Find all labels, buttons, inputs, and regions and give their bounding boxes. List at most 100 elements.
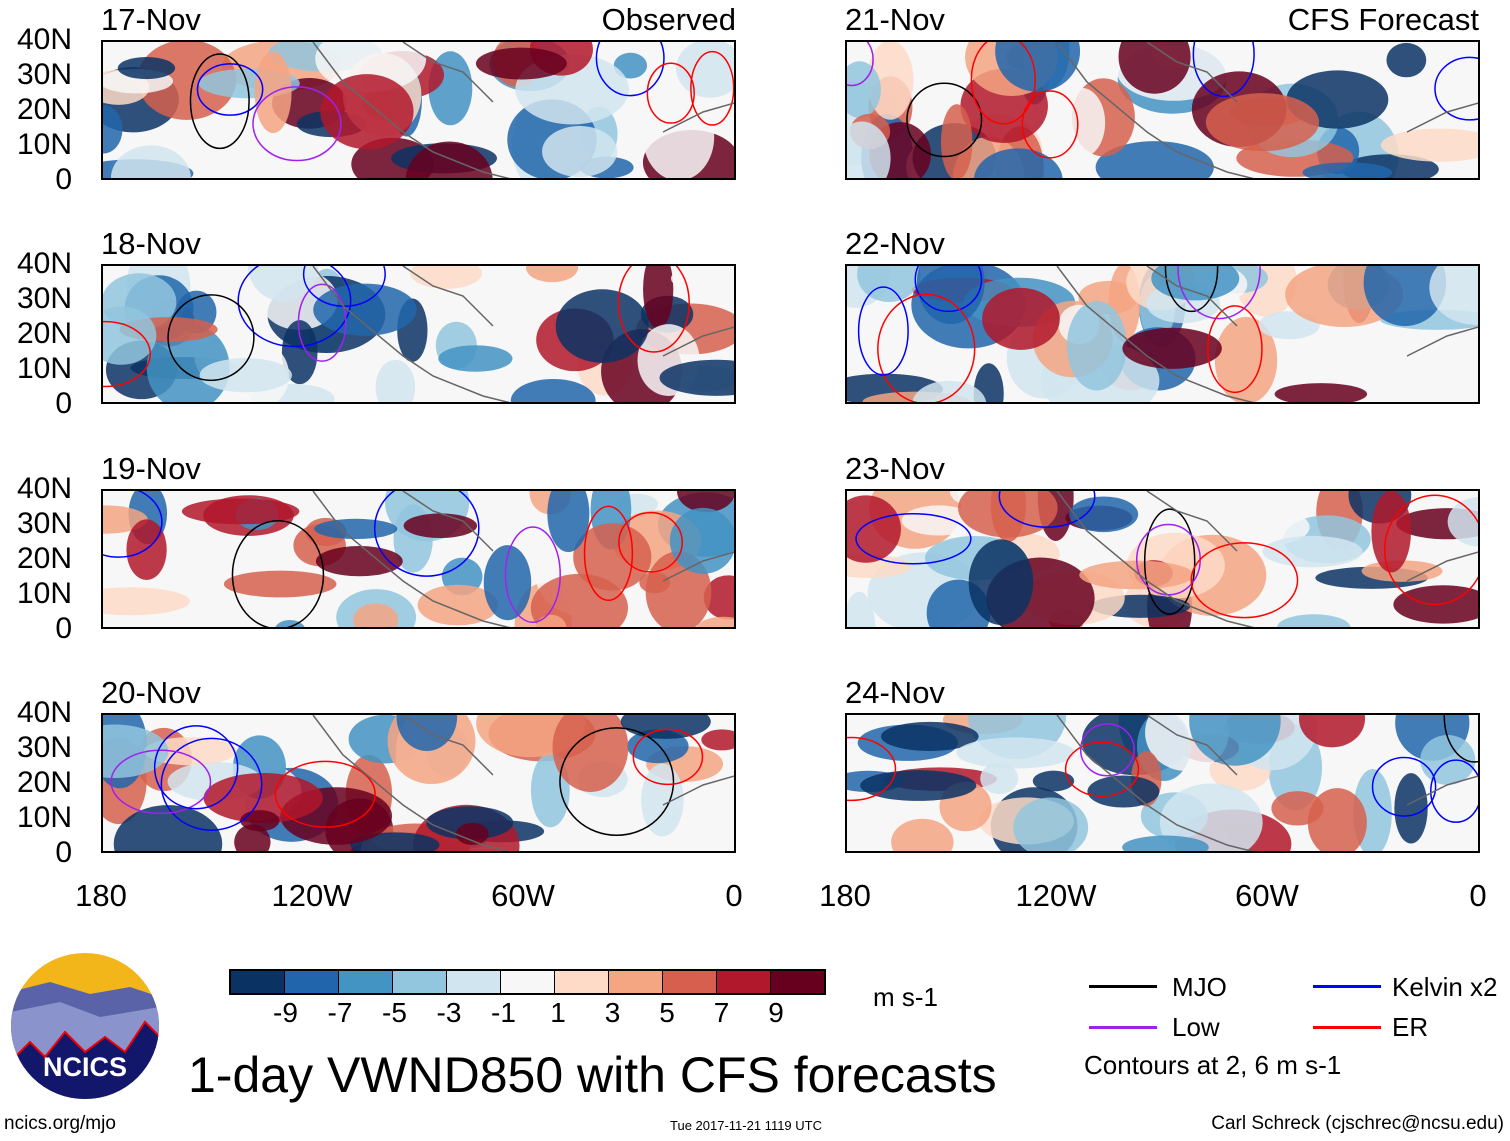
anomaly-blob bbox=[313, 283, 417, 336]
contour bbox=[1443, 715, 1478, 763]
colorbar-swatch bbox=[555, 971, 609, 993]
contour bbox=[1143, 508, 1196, 615]
anomaly-blob bbox=[526, 266, 579, 283]
contour bbox=[632, 728, 704, 786]
anomaly-blob bbox=[940, 104, 973, 178]
y-tick-label: 30N bbox=[16, 58, 72, 91]
panel-date: 19-Nov bbox=[101, 451, 201, 486]
panel-date: 23-Nov bbox=[845, 451, 945, 486]
footer-link[interactable]: ncics.org/mjo bbox=[4, 1113, 116, 1134]
anomaly-blob bbox=[995, 42, 1081, 92]
legend-label-low: Low bbox=[1172, 1012, 1220, 1042]
x-tick-label: 120W bbox=[1015, 878, 1097, 913]
coastline bbox=[1056, 715, 1478, 851]
anomaly-blob bbox=[103, 587, 191, 616]
y-tick-label: 20N bbox=[16, 542, 72, 575]
x-tick-label: 60W bbox=[491, 878, 555, 913]
contour bbox=[559, 727, 675, 837]
map-panel-17-Nov bbox=[101, 40, 736, 180]
colorbar-tick: 7 bbox=[713, 997, 730, 1028]
y-tick-label: 40N bbox=[16, 247, 72, 280]
contour bbox=[646, 62, 695, 124]
anomaly-blob bbox=[483, 545, 532, 621]
anomaly-blob bbox=[375, 359, 416, 402]
anomaly-blob bbox=[912, 380, 987, 402]
y-tick-label: 0 bbox=[55, 163, 72, 196]
contour bbox=[690, 50, 734, 126]
coastline bbox=[1056, 42, 1478, 178]
x-tick-label: 120W bbox=[271, 878, 353, 913]
contour bbox=[857, 286, 909, 376]
anomaly-blob bbox=[641, 763, 684, 837]
legend-label-mjo: MJO bbox=[1172, 972, 1227, 1002]
anomaly-blob bbox=[880, 721, 979, 751]
map-panel-20-Nov bbox=[101, 713, 736, 853]
colorbar-swatch bbox=[501, 971, 555, 993]
anomaly-blob bbox=[240, 810, 280, 832]
contour bbox=[583, 505, 634, 602]
contour bbox=[103, 320, 152, 388]
anomaly-blob bbox=[110, 145, 191, 178]
anomaly-blob bbox=[1122, 835, 1209, 851]
contour bbox=[153, 725, 239, 810]
contour bbox=[595, 42, 665, 97]
y-tick-label: 20N bbox=[16, 317, 72, 350]
y-tick-label: 0 bbox=[55, 387, 72, 420]
anomaly-blob bbox=[1122, 327, 1222, 369]
anomaly-blob bbox=[396, 715, 458, 751]
colorbar-tick: 9 bbox=[768, 997, 784, 1028]
anomaly-blob bbox=[103, 306, 157, 365]
contour bbox=[231, 519, 325, 627]
anomaly-blob bbox=[103, 105, 123, 154]
colorbar-swatch bbox=[609, 971, 663, 993]
anomaly-blob bbox=[857, 266, 921, 303]
contour bbox=[297, 283, 347, 362]
contour bbox=[617, 266, 690, 353]
contour bbox=[504, 526, 561, 624]
anomaly-blob bbox=[980, 762, 1019, 795]
anomaly-blob bbox=[1069, 496, 1139, 533]
anomaly-blob bbox=[1205, 93, 1320, 152]
forecast-label: CFS Forecast bbox=[1287, 2, 1479, 37]
y-tick-label: 30N bbox=[16, 282, 72, 315]
colorbar-swatch bbox=[393, 971, 447, 993]
anomaly-blob bbox=[643, 266, 674, 329]
contour bbox=[1164, 266, 1219, 313]
panel-date: 17-Nov bbox=[101, 2, 201, 37]
contour bbox=[877, 293, 976, 402]
contour bbox=[110, 749, 212, 815]
anomaly-blob bbox=[1079, 560, 1194, 590]
anomaly-blob bbox=[275, 619, 305, 627]
legend-line-mjo bbox=[1089, 985, 1157, 988]
anomaly-blob bbox=[677, 491, 734, 513]
anomaly-blob bbox=[315, 546, 403, 577]
anomaly-blob bbox=[982, 287, 1060, 350]
y-tick-label: 40N bbox=[16, 23, 72, 56]
anomaly-blob bbox=[510, 378, 596, 402]
anomaly-blob bbox=[181, 498, 300, 525]
anomaly-blob bbox=[968, 539, 1034, 625]
colorbar-swatch bbox=[285, 971, 339, 993]
ncics-logo: NCICS bbox=[11, 953, 159, 1099]
anomaly-blob bbox=[1277, 614, 1351, 627]
contour bbox=[847, 736, 897, 802]
colorbar-tick: 5 bbox=[659, 997, 675, 1028]
anomaly-blob bbox=[703, 575, 734, 620]
map-panel-23-Nov bbox=[845, 489, 1480, 629]
contour bbox=[998, 491, 1096, 528]
map-panel-19-Nov bbox=[101, 489, 736, 629]
anomaly-blob bbox=[438, 345, 513, 372]
anomaly-blob bbox=[1447, 496, 1478, 547]
colorbar-swatch bbox=[339, 971, 393, 993]
contour bbox=[906, 82, 983, 158]
contour bbox=[1430, 759, 1478, 823]
contour bbox=[1371, 756, 1437, 817]
legend-line-low bbox=[1089, 1026, 1157, 1029]
colorbar-tick: -7 bbox=[327, 997, 353, 1028]
panel-date: 20-Nov bbox=[101, 675, 201, 710]
anomaly-blob bbox=[916, 266, 985, 325]
anomaly-blob bbox=[1302, 162, 1393, 178]
colorbar-tick: -3 bbox=[436, 997, 462, 1028]
footer-timestamp: Tue 2017-11-21 1119 UTC bbox=[670, 1118, 822, 1133]
legend-line-kelvin bbox=[1313, 985, 1381, 988]
